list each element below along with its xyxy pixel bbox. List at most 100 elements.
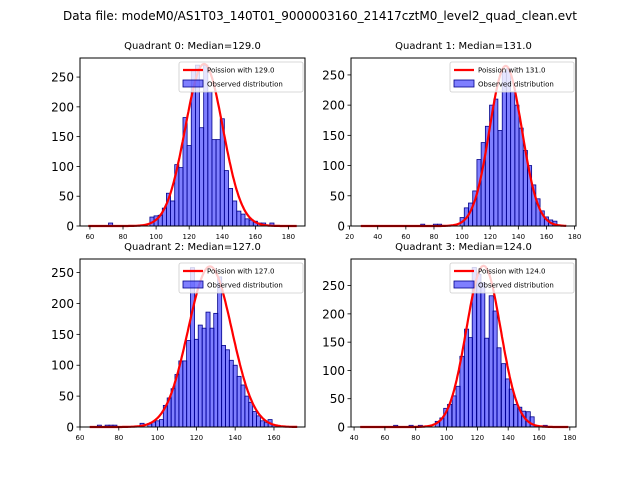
x-tick-label: 120 [484, 233, 497, 241]
histogram-bar [228, 359, 234, 428]
histogram-bar [514, 104, 520, 227]
histogram-bar [493, 98, 499, 227]
y-tick-label: 250 [51, 266, 74, 280]
x-tick-label: 100 [151, 434, 164, 442]
legend-label: Observed distribution [207, 81, 283, 89]
subplot-title: Quadrant 0: Median=129.0 [124, 41, 261, 52]
y-tick-label: 50 [330, 392, 345, 406]
y-tick-label: 100 [51, 160, 74, 174]
legend-label: Poission with 127.0 [207, 268, 275, 276]
subplot-quadrant-0: Quadrant 0: Median=129.0 0 50 100 150 200 250 6… [51, 41, 306, 241]
y-tick-label: 150 [322, 129, 345, 143]
legend-box [449, 61, 575, 93]
y-tick-label: 200 [51, 297, 74, 311]
legend-box [449, 262, 575, 294]
histogram-bar [497, 130, 503, 227]
y-tick-label: 100 [51, 359, 74, 373]
histogram-bar [232, 200, 238, 227]
histogram-bar [232, 364, 238, 428]
x-tick-label: 60 [380, 434, 389, 442]
x-tick-label: 140 [228, 434, 241, 442]
x-tick-label: 180 [282, 233, 295, 241]
x-tick-label: 160 [532, 434, 545, 442]
histogram-bar [240, 213, 246, 227]
y-tick-label: 50 [59, 390, 74, 404]
histogram-bar [211, 139, 217, 227]
x-tick-label: 100 [455, 233, 468, 241]
y-tick-label: 200 [322, 307, 345, 321]
legend-label: Observed distribution [207, 282, 283, 290]
histogram-bar [199, 127, 205, 227]
y-tick-label: 150 [51, 328, 74, 342]
y-tick-label: 150 [322, 336, 345, 350]
x-tick-label: 60 [401, 233, 410, 241]
histogram-bar [201, 327, 207, 428]
histogram-bar [484, 337, 490, 428]
legend-bar-swatch [453, 79, 475, 88]
y-tick-label: 150 [51, 130, 74, 144]
y-tick-label: 250 [322, 279, 345, 293]
histogram-bar [193, 338, 199, 428]
histogram-bar [506, 68, 511, 227]
histogram-bar [186, 340, 192, 428]
y-tick-label: 250 [51, 71, 74, 85]
subplot-quadrant-1: Quadrant 1: Median=131.0 0 50 100 150 200 250 2… [322, 41, 581, 241]
x-tick-label: 160 [267, 434, 280, 442]
x-tick-label: 120 [471, 434, 484, 442]
x-tick-label: 80 [114, 434, 123, 442]
histogram-bar [178, 360, 184, 428]
y-tick-label: 0 [66, 421, 74, 435]
histogram-bar [182, 360, 188, 428]
y-tick-label: 250 [322, 68, 345, 82]
histogram-bar [170, 200, 176, 227]
histogram-bar [244, 218, 250, 227]
axes-frame [350, 258, 577, 428]
histogram-bar [178, 167, 184, 227]
legend-bar-swatch [182, 79, 204, 88]
x-tick-label: 40 [373, 233, 382, 241]
histogram-bar [205, 311, 211, 428]
histogram-bar [236, 210, 242, 227]
x-tick-label: 140 [502, 434, 515, 442]
histogram-bar [197, 324, 203, 428]
x-tick-label: 80 [411, 434, 420, 442]
x-tick-label: 100 [149, 233, 162, 241]
legend: Poission with 129.0 Observed distribution [178, 61, 304, 93]
x-tick-label: 180 [563, 434, 576, 442]
histogram-bar [159, 419, 164, 428]
subplot-title: Quadrant 3: Median=124.0 [395, 242, 532, 253]
histogram-bar [209, 327, 215, 428]
x-tick-label: 100 [440, 434, 453, 442]
legend-box [178, 61, 304, 93]
x-tick-label: 60 [85, 233, 94, 241]
histogram-bar [518, 127, 524, 227]
y-tick-label: 100 [322, 364, 345, 378]
legend-bar-swatch [453, 280, 475, 289]
legend-label: Poission with 129.0 [207, 67, 275, 75]
legend-label: Observed distribution [478, 282, 554, 290]
legend: Poission with 124.0 Observed distribution [449, 262, 575, 294]
x-tick-label: 140 [512, 233, 525, 241]
histogram-bar [207, 91, 213, 227]
histogram-bar [223, 170, 229, 227]
y-tick-label: 50 [330, 189, 345, 203]
subplot-quadrant-3: Quadrant 3: Median=124.0 0 50 100 150 200 250 4… [322, 242, 576, 442]
figure-title: Data file: modeM0/AS1T03_140T01_90000031… [63, 9, 577, 23]
axes-frame [79, 57, 306, 227]
y-tick-label: 0 [66, 220, 74, 234]
y-tick-label: 100 [322, 159, 345, 173]
x-tick-label: 20 [345, 233, 354, 241]
y-tick-label: 0 [337, 421, 345, 435]
x-tick-label: 160 [540, 233, 553, 241]
x-tick-label: 120 [190, 434, 203, 442]
x-tick-label: 60 [76, 434, 85, 442]
histogram-bar [496, 347, 502, 428]
y-tick-label: 0 [337, 220, 345, 234]
histogram-bar [213, 312, 219, 428]
histogram-bar [224, 349, 230, 428]
legend-label: Observed distribution [478, 81, 554, 89]
histogram-bar [256, 415, 261, 428]
y-tick-label: 200 [322, 99, 345, 113]
x-tick-label: 80 [119, 233, 128, 241]
